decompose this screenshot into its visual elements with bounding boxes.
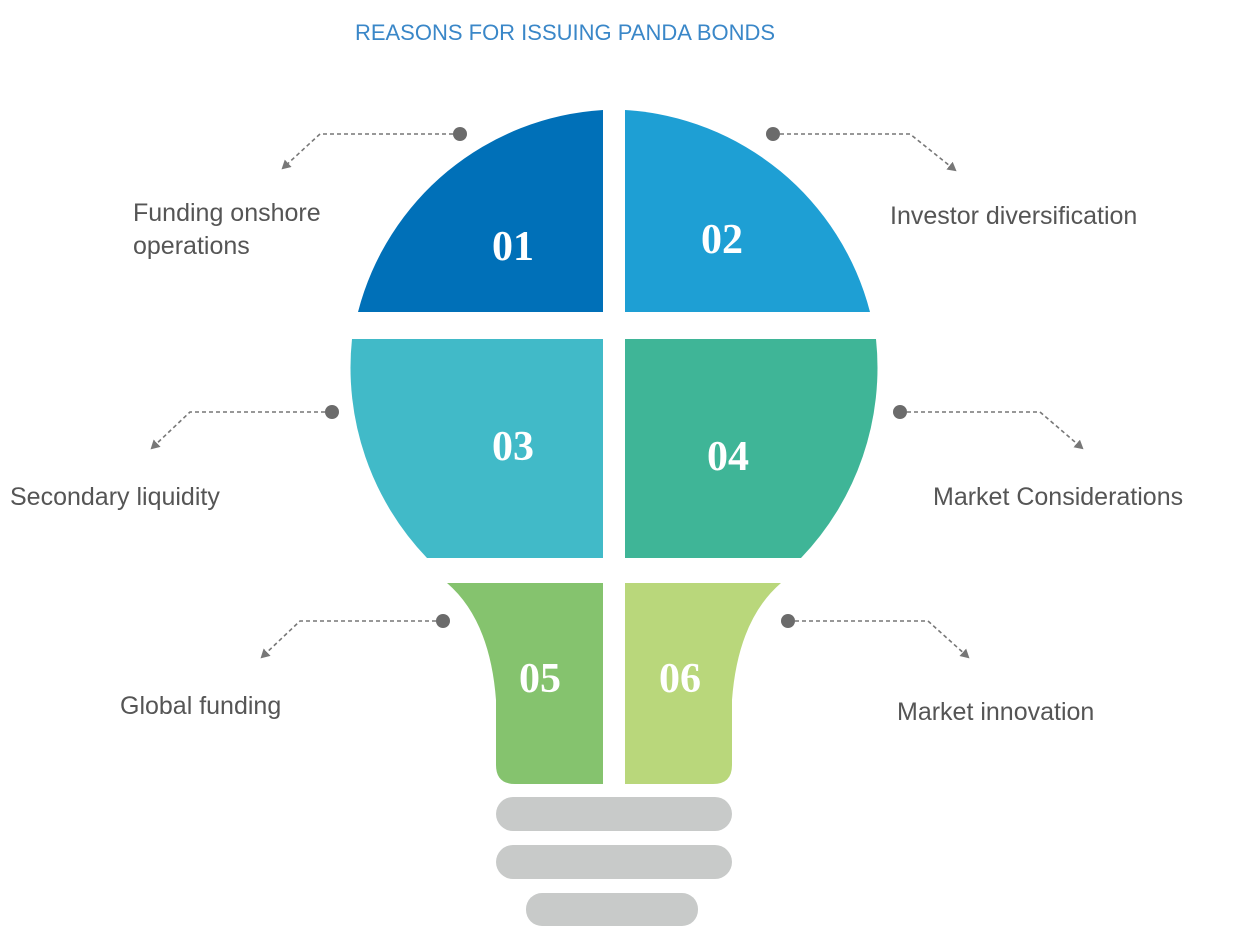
segment (358, 110, 603, 312)
segment (625, 110, 870, 312)
bulb-base (496, 797, 732, 831)
number: 03 (492, 424, 534, 470)
number: 02 (701, 217, 743, 263)
label: operations (133, 232, 250, 260)
connector (150, 127, 1084, 659)
segment (625, 583, 781, 784)
segment (350, 339, 603, 558)
segment (447, 583, 603, 784)
label: Global funding (120, 692, 281, 720)
label: Investor diversification (890, 202, 1137, 230)
number: 04 (707, 434, 749, 480)
label: Market innovation (897, 698, 1094, 726)
number: 05 (519, 656, 561, 702)
title: REASONS FOR ISSUING PANDA BONDS (355, 20, 775, 45)
label: Funding onshore (133, 199, 321, 227)
bulb-base (526, 893, 698, 926)
bulb-base (496, 845, 732, 879)
number: 01 (492, 224, 534, 270)
label: Secondary liquidity (10, 483, 220, 511)
number: 06 (659, 656, 701, 702)
segment (625, 339, 878, 558)
label: Market Considerations (933, 483, 1183, 511)
